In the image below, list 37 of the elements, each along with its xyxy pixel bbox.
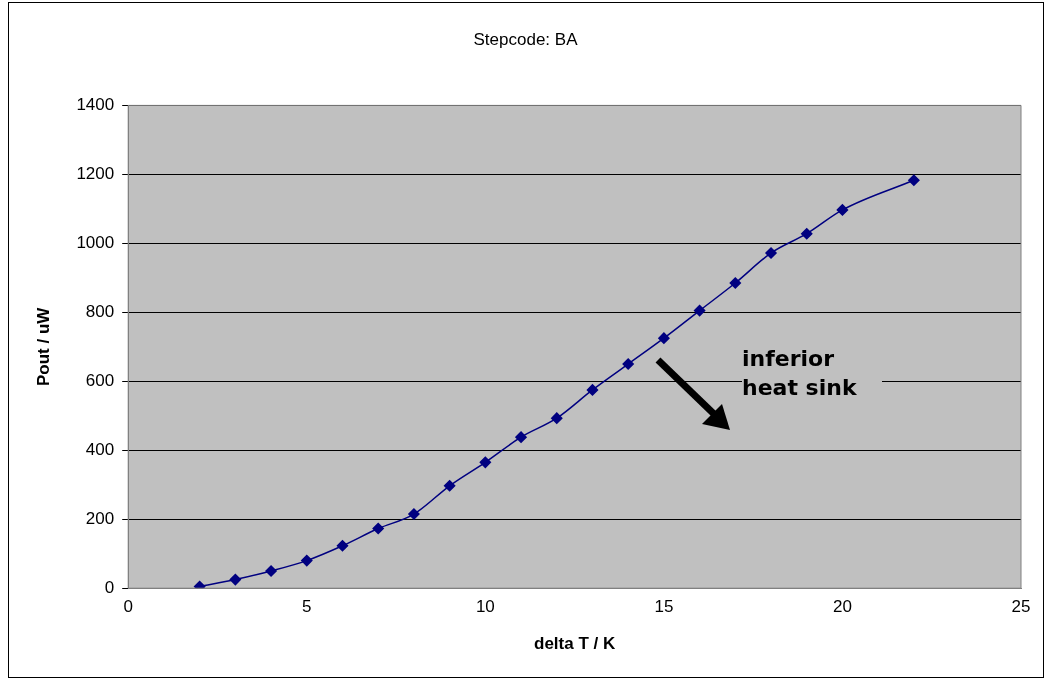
point [800,227,813,240]
point [836,204,849,216]
x-tick-label: 10 [475,597,495,617]
x-tick-label: 20 [832,597,852,617]
annotation: inferior heat sink [742,344,882,402]
point [265,565,277,577]
point [301,554,313,567]
y-tick-label: 0 [104,577,115,597]
x-axis-title: delta T / K [533,634,616,654]
point [586,384,599,396]
y-tick-label: 200 [85,508,115,528]
point [372,522,384,535]
point [693,304,706,317]
point [336,540,349,552]
point [622,358,634,370]
point [551,412,563,424]
point [229,573,242,586]
x-tick-label: 5 [302,597,312,617]
y-tick-label: 800 [85,302,115,321]
point [729,277,742,289]
point [908,174,920,186]
point [443,480,456,492]
y-axis-title: Pout / uW [33,306,53,386]
y-tick-label: 600 [85,370,115,390]
x-tick-label: 15 [654,597,674,617]
point [658,332,670,344]
y-tick-label: 1000 [76,233,115,253]
x-tick-label: 25 [1011,597,1031,617]
y-tick-label: 1400 [76,95,115,115]
x-tick-label: 0 [123,597,133,617]
y-tick-label: 1200 [76,164,115,184]
point [479,456,492,469]
y-tick-label: 400 [85,439,115,459]
point [408,508,420,520]
chart-title: Stepcode: BA [473,29,579,49]
point [515,431,527,443]
point [765,247,777,259]
